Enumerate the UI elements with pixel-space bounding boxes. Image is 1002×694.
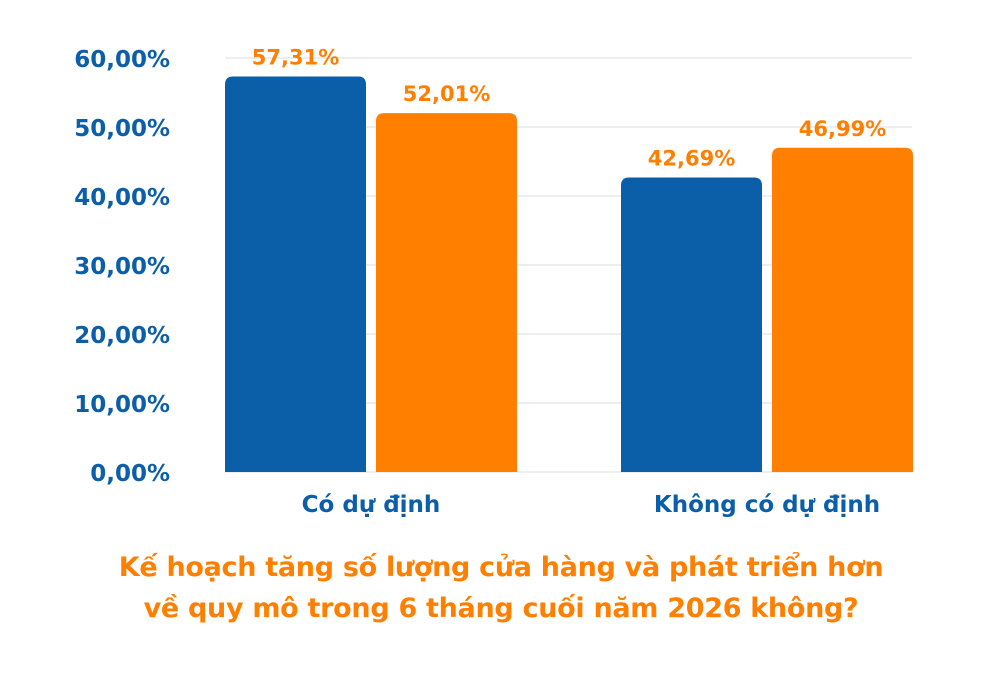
chart-title-line-1: Kế hoạch tăng số lượng cửa hàng và phát … bbox=[118, 552, 884, 583]
bars bbox=[225, 76, 913, 473]
bar-series2-co-du-dinh bbox=[376, 113, 517, 473]
data-label: 52,01% bbox=[403, 82, 490, 106]
data-label: 42,69% bbox=[648, 146, 735, 170]
y-axis-tick-labels: 0,00% 10,00% 20,00% 30,00% 40,00% 50,00% 60,00… bbox=[74, 47, 170, 487]
bar-series2-khong-co-du-dinh bbox=[772, 147, 913, 473]
x-category-label: Có dự định bbox=[302, 492, 441, 518]
y-tick-label: 50,00% bbox=[74, 116, 170, 142]
y-tick-label: 60,00% bbox=[74, 47, 170, 73]
y-tick-label: 30,00% bbox=[74, 254, 170, 280]
y-tick-label: 10,00% bbox=[74, 392, 170, 418]
data-label: 46,99% bbox=[799, 117, 886, 141]
y-tick-label: 0,00% bbox=[90, 461, 170, 487]
data-label: 57,31% bbox=[252, 46, 339, 70]
y-tick-label: 20,00% bbox=[74, 323, 170, 349]
y-tick-label: 40,00% bbox=[74, 185, 170, 211]
x-category-label: Không có dự định bbox=[654, 492, 880, 518]
data-labels: 57,31% 52,01% 42,69% 46,99% bbox=[252, 46, 886, 171]
chart-title-line-2: về quy mô trong 6 tháng cuối năm 2026 kh… bbox=[143, 593, 859, 624]
bar-series1-khong-co-du-dinh bbox=[621, 177, 762, 472]
x-axis-category-labels: Có dự định Không có dự định bbox=[302, 492, 880, 518]
bar-series1-co-du-dinh bbox=[225, 76, 366, 472]
